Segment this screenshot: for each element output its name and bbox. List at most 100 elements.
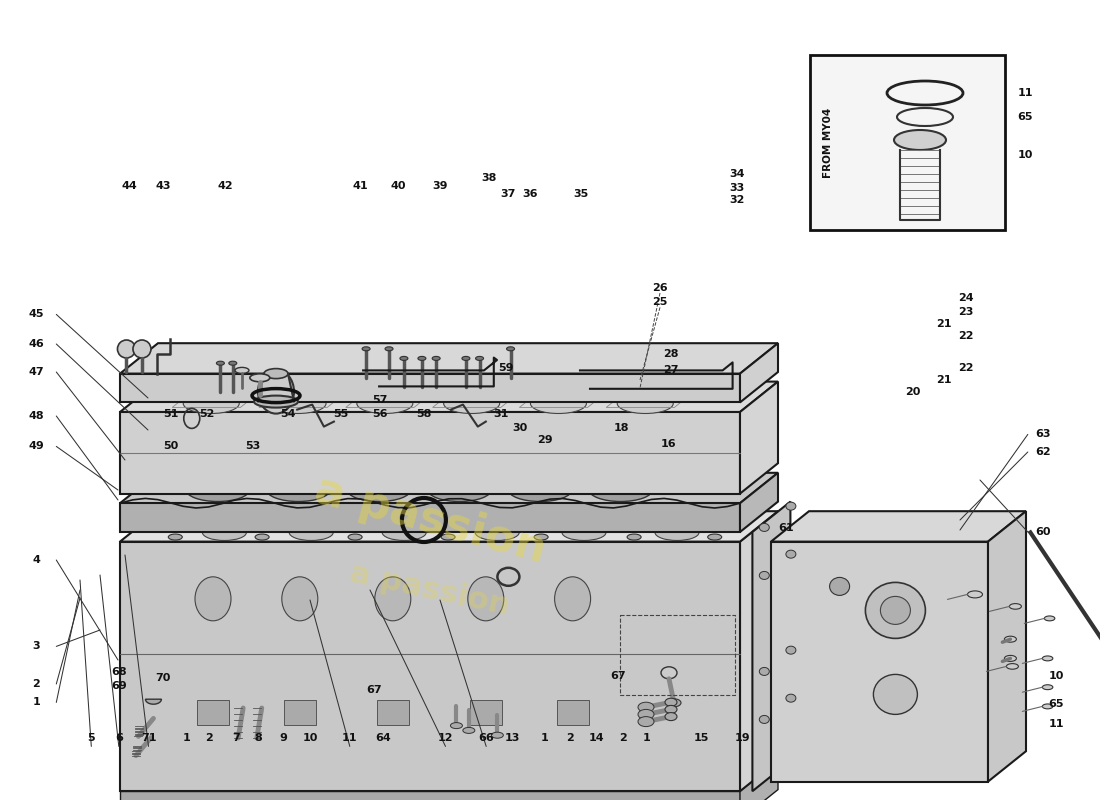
Ellipse shape <box>667 699 681 707</box>
Ellipse shape <box>250 374 270 382</box>
Text: 31: 31 <box>493 410 508 419</box>
Ellipse shape <box>418 357 426 360</box>
Ellipse shape <box>1043 704 1053 709</box>
Text: 10: 10 <box>1018 150 1033 160</box>
Polygon shape <box>120 473 778 503</box>
Ellipse shape <box>118 340 135 358</box>
Bar <box>377 700 409 726</box>
Text: 48: 48 <box>29 411 44 421</box>
Ellipse shape <box>218 512 262 528</box>
Ellipse shape <box>287 380 343 400</box>
Ellipse shape <box>468 577 504 621</box>
Ellipse shape <box>759 715 769 723</box>
Ellipse shape <box>463 727 475 734</box>
Ellipse shape <box>258 370 294 414</box>
Text: 39: 39 <box>432 181 448 190</box>
Text: 2: 2 <box>565 734 574 743</box>
Ellipse shape <box>507 347 515 350</box>
Ellipse shape <box>235 367 249 374</box>
Ellipse shape <box>362 347 370 350</box>
Text: 47: 47 <box>29 367 44 377</box>
Text: 65: 65 <box>1018 112 1033 122</box>
Ellipse shape <box>508 478 572 502</box>
Ellipse shape <box>385 347 393 350</box>
Ellipse shape <box>229 362 236 365</box>
Text: 7: 7 <box>232 734 241 743</box>
Ellipse shape <box>382 525 426 541</box>
Ellipse shape <box>829 578 849 595</box>
Bar <box>470 700 502 726</box>
Ellipse shape <box>1043 656 1053 661</box>
Ellipse shape <box>133 340 151 358</box>
Ellipse shape <box>428 478 492 502</box>
Text: 1: 1 <box>183 734 191 743</box>
Text: 11: 11 <box>1048 719 1064 729</box>
Text: 14: 14 <box>588 734 604 743</box>
Text: 54: 54 <box>280 410 296 419</box>
Ellipse shape <box>432 357 440 360</box>
Text: 68: 68 <box>111 667 126 677</box>
Ellipse shape <box>1006 663 1019 669</box>
Text: 5: 5 <box>88 734 95 743</box>
Polygon shape <box>120 374 740 402</box>
Bar <box>284 700 316 726</box>
Ellipse shape <box>666 706 676 714</box>
Polygon shape <box>740 511 778 791</box>
Text: 36: 36 <box>522 190 538 199</box>
Text: 42: 42 <box>218 181 233 190</box>
Polygon shape <box>740 343 778 402</box>
Ellipse shape <box>1004 636 1016 642</box>
Ellipse shape <box>1043 685 1053 690</box>
Polygon shape <box>740 382 778 494</box>
Ellipse shape <box>894 130 946 150</box>
Text: a passion: a passion <box>309 469 550 571</box>
Ellipse shape <box>264 369 288 378</box>
Ellipse shape <box>286 768 327 784</box>
Ellipse shape <box>562 525 606 541</box>
Ellipse shape <box>535 534 548 540</box>
Polygon shape <box>752 502 791 791</box>
Ellipse shape <box>348 534 362 540</box>
Ellipse shape <box>443 394 499 414</box>
Text: 3: 3 <box>33 642 40 651</box>
Ellipse shape <box>202 525 246 541</box>
Ellipse shape <box>759 523 769 531</box>
Ellipse shape <box>289 525 333 541</box>
Polygon shape <box>120 343 778 374</box>
Text: 33: 33 <box>729 183 745 193</box>
Ellipse shape <box>578 512 621 528</box>
Text: 24: 24 <box>958 293 974 302</box>
Text: 12: 12 <box>438 734 453 743</box>
Text: 29: 29 <box>537 435 552 445</box>
Text: 67: 67 <box>366 685 382 694</box>
Ellipse shape <box>785 550 796 558</box>
Ellipse shape <box>270 394 326 414</box>
Ellipse shape <box>255 534 270 540</box>
Ellipse shape <box>661 666 676 678</box>
Ellipse shape <box>266 478 330 502</box>
Text: 49: 49 <box>29 442 44 451</box>
Text: 71: 71 <box>141 734 156 743</box>
Ellipse shape <box>634 380 690 400</box>
Text: a passion: a passion <box>348 559 513 621</box>
Ellipse shape <box>785 502 796 510</box>
Ellipse shape <box>194 768 233 784</box>
Text: 41: 41 <box>353 181 369 190</box>
Ellipse shape <box>627 534 641 540</box>
Polygon shape <box>771 511 1026 542</box>
Text: 21: 21 <box>936 319 952 329</box>
Text: 20: 20 <box>905 387 921 397</box>
Ellipse shape <box>785 694 796 702</box>
Polygon shape <box>120 511 778 542</box>
Polygon shape <box>120 542 740 791</box>
Bar <box>557 700 588 726</box>
Polygon shape <box>120 791 740 800</box>
Ellipse shape <box>397 512 441 528</box>
Text: 27: 27 <box>663 366 679 375</box>
Text: 70: 70 <box>155 674 170 683</box>
Ellipse shape <box>588 478 652 502</box>
Text: 18: 18 <box>614 423 629 433</box>
Text: 66: 66 <box>478 734 494 743</box>
Ellipse shape <box>565 768 605 784</box>
Bar <box>197 700 229 726</box>
